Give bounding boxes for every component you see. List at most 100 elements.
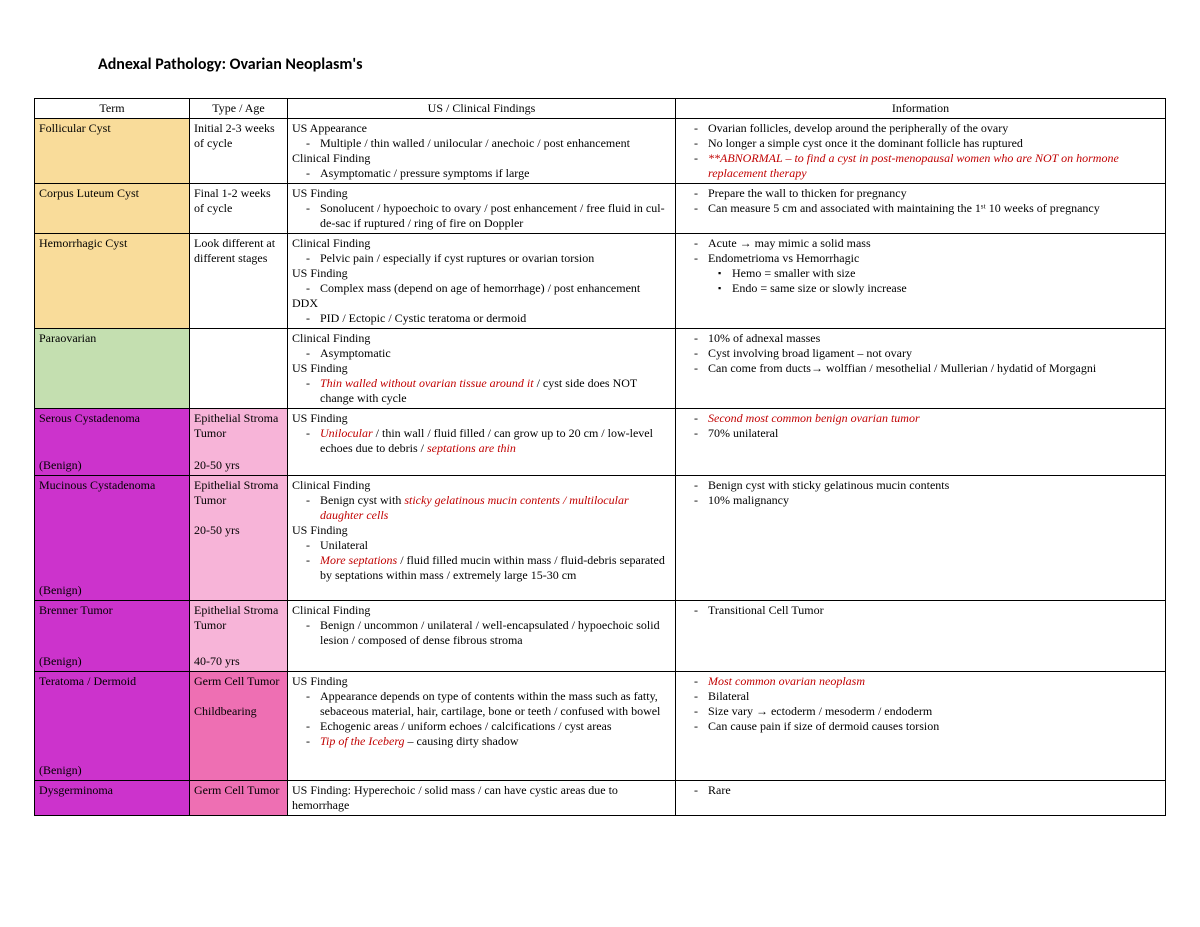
info-cell: Most common ovarian neoplasm Bilateral S… xyxy=(676,672,1166,781)
term-cell: Serous Cystadenoma (Benign) xyxy=(35,409,190,476)
term-name: Mucinous Cystadenoma xyxy=(39,478,185,493)
info-cell: Rare xyxy=(676,781,1166,816)
us-cell: Clinical Finding Pelvic pain / especiall… xyxy=(288,234,676,329)
info-cell: Benign cyst with sticky gelatinous mucin… xyxy=(676,476,1166,601)
us-item: Unilateral xyxy=(320,538,671,553)
us-item: PID / Ectopic / Cystic teratoma or dermo… xyxy=(320,311,671,326)
us-item: Asymptomatic / pressure symptoms if larg… xyxy=(320,166,671,181)
us-heading: Clinical Finding xyxy=(292,603,671,618)
info-item: 10% of adnexal masses xyxy=(708,331,1161,346)
term-name: Hemorrhagic Cyst xyxy=(39,236,185,251)
info-item: Size vary → ectoderm / mesoderm / endode… xyxy=(708,704,1161,719)
term-name: Paraovarian xyxy=(39,331,185,346)
type-cell: Look different at different stages xyxy=(190,234,288,329)
type-cell: Epithelial Stroma Tumor 40-70 yrs xyxy=(190,601,288,672)
table-row: Mucinous Cystadenoma (Benign) Epithelial… xyxy=(35,476,1166,601)
info-cell: Prepare the wall to thicken for pregnanc… xyxy=(676,184,1166,234)
us-item: Unilocular / thin wall / fluid filled / … xyxy=(320,426,671,456)
info-item: Cyst involving broad ligament – not ovar… xyxy=(708,346,1161,361)
info-cell: Second most common benign ovarian tumor … xyxy=(676,409,1166,476)
us-cell: US Finding Unilocular / thin wall / flui… xyxy=(288,409,676,476)
col-term: Term xyxy=(35,99,190,119)
term-note: (Benign) xyxy=(39,458,82,473)
info-item: Bilateral xyxy=(708,689,1161,704)
type-cell: Epithelial Stroma Tumor 20-50 yrs xyxy=(190,476,288,601)
info-item: Can cause pain if size of dermoid causes… xyxy=(708,719,1161,734)
term-name: Teratoma / Dermoid xyxy=(39,674,185,689)
info-subitem: Hemo = smaller with size xyxy=(732,266,1161,281)
term-note: (Benign) xyxy=(39,583,82,598)
info-cell: Acute → may mimic a solid mass Endometri… xyxy=(676,234,1166,329)
info-item: Benign cyst with sticky gelatinous mucin… xyxy=(708,478,1161,493)
us-cell: US Finding Appearance depends on type of… xyxy=(288,672,676,781)
term-cell: Follicular Cyst xyxy=(35,119,190,184)
type-cell: Germ Cell Tumor Childbearing xyxy=(190,672,288,781)
table-row: Serous Cystadenoma (Benign) Epithelial S… xyxy=(35,409,1166,476)
us-cell: US Finding Sonolucent / hypoechoic to ov… xyxy=(288,184,676,234)
page-title: Adnexal Pathology: Ovarian Neoplasm's xyxy=(98,55,1166,74)
us-item: Multiple / thin walled / unilocular / an… xyxy=(320,136,671,151)
info-item: Can come from ducts→ wolffian / mesothel… xyxy=(708,361,1161,376)
table-row: Hemorrhagic Cyst Look different at diffe… xyxy=(35,234,1166,329)
term-note: (Benign) xyxy=(39,763,82,778)
table-row: Dysgerminoma Germ Cell Tumor US Finding:… xyxy=(35,781,1166,816)
term-name: Brenner Tumor xyxy=(39,603,185,618)
term-cell: Brenner Tumor (Benign) xyxy=(35,601,190,672)
info-item: Prepare the wall to thicken for pregnanc… xyxy=(708,186,1161,201)
term-note: (Benign) xyxy=(39,654,82,669)
us-item: Asymptomatic xyxy=(320,346,671,361)
term-cell: Dysgerminoma xyxy=(35,781,190,816)
us-item: Thin walled without ovarian tissue aroun… xyxy=(320,376,671,406)
table-row: Teratoma / Dermoid (Benign) Germ Cell Tu… xyxy=(35,672,1166,781)
term-cell: Mucinous Cystadenoma (Benign) xyxy=(35,476,190,601)
type-cell xyxy=(190,329,288,409)
term-name: Dysgerminoma xyxy=(39,783,185,798)
us-item: Benign / uncommon / unilateral / well-en… xyxy=(320,618,671,648)
col-type: Type / Age xyxy=(190,99,288,119)
us-item: Complex mass (depend on age of hemorrhag… xyxy=(320,281,671,296)
col-us: US / Clinical Findings xyxy=(288,99,676,119)
table-row: Follicular Cyst Initial 2-3 weeks of cyc… xyxy=(35,119,1166,184)
pathology-table: Term Type / Age US / Clinical Findings I… xyxy=(34,98,1166,816)
us-heading: US Finding xyxy=(292,674,671,689)
us-cell: US Appearance Multiple / thin walled / u… xyxy=(288,119,676,184)
info-item: **ABNORMAL – to find a cyst in post-meno… xyxy=(708,151,1161,181)
us-heading: US Finding xyxy=(292,266,671,281)
term-cell: Paraovarian xyxy=(35,329,190,409)
info-cell: 10% of adnexal masses Cyst involving bro… xyxy=(676,329,1166,409)
us-heading: US Finding xyxy=(292,523,671,538)
term-cell: Teratoma / Dermoid (Benign) xyxy=(35,672,190,781)
term-cell: Corpus Luteum Cyst xyxy=(35,184,190,234)
term-name: Serous Cystadenoma xyxy=(39,411,185,426)
us-item: Tip of the Iceberg – causing dirty shado… xyxy=(320,734,671,749)
info-item: Ovarian follicles, develop around the pe… xyxy=(708,121,1161,136)
info-subitem: Endo = same size or slowly increase xyxy=(732,281,1161,296)
term-name: Corpus Luteum Cyst xyxy=(39,186,185,201)
info-cell: Ovarian follicles, develop around the pe… xyxy=(676,119,1166,184)
col-info: Information xyxy=(676,99,1166,119)
info-item: Rare xyxy=(708,783,1161,798)
info-item: Most common ovarian neoplasm xyxy=(708,674,1161,689)
us-heading: Clinical Finding xyxy=(292,236,671,251)
us-cell: US Finding: Hyperechoic / solid mass / c… xyxy=(288,781,676,816)
us-cell: Clinical Finding Benign / uncommon / uni… xyxy=(288,601,676,672)
us-heading: US Finding xyxy=(292,411,671,426)
us-heading: US Finding xyxy=(292,186,671,201)
us-heading: US Finding xyxy=(292,361,671,376)
us-item: Sonolucent / hypoechoic to ovary / post … xyxy=(320,201,671,231)
us-cell: Clinical Finding Asymptomatic US Finding… xyxy=(288,329,676,409)
type-cell: Initial 2-3 weeks of cycle xyxy=(190,119,288,184)
us-heading: DDX xyxy=(292,296,671,311)
info-item: No longer a simple cyst once it the domi… xyxy=(708,136,1161,151)
us-heading: Clinical Finding xyxy=(292,331,671,346)
info-item: Second most common benign ovarian tumor xyxy=(708,411,1161,426)
us-heading: Clinical Finding xyxy=(292,151,671,166)
info-item: 70% unilateral xyxy=(708,426,1161,441)
info-cell: Transitional Cell Tumor xyxy=(676,601,1166,672)
us-cell: Clinical Finding Benign cyst with sticky… xyxy=(288,476,676,601)
info-item: 10% malignancy xyxy=(708,493,1161,508)
info-item: Transitional Cell Tumor xyxy=(708,603,1161,618)
us-item: More septations / fluid filled mucin wit… xyxy=(320,553,671,583)
us-heading: US Appearance xyxy=(292,121,671,136)
table-row: Brenner Tumor (Benign) Epithelial Stroma… xyxy=(35,601,1166,672)
